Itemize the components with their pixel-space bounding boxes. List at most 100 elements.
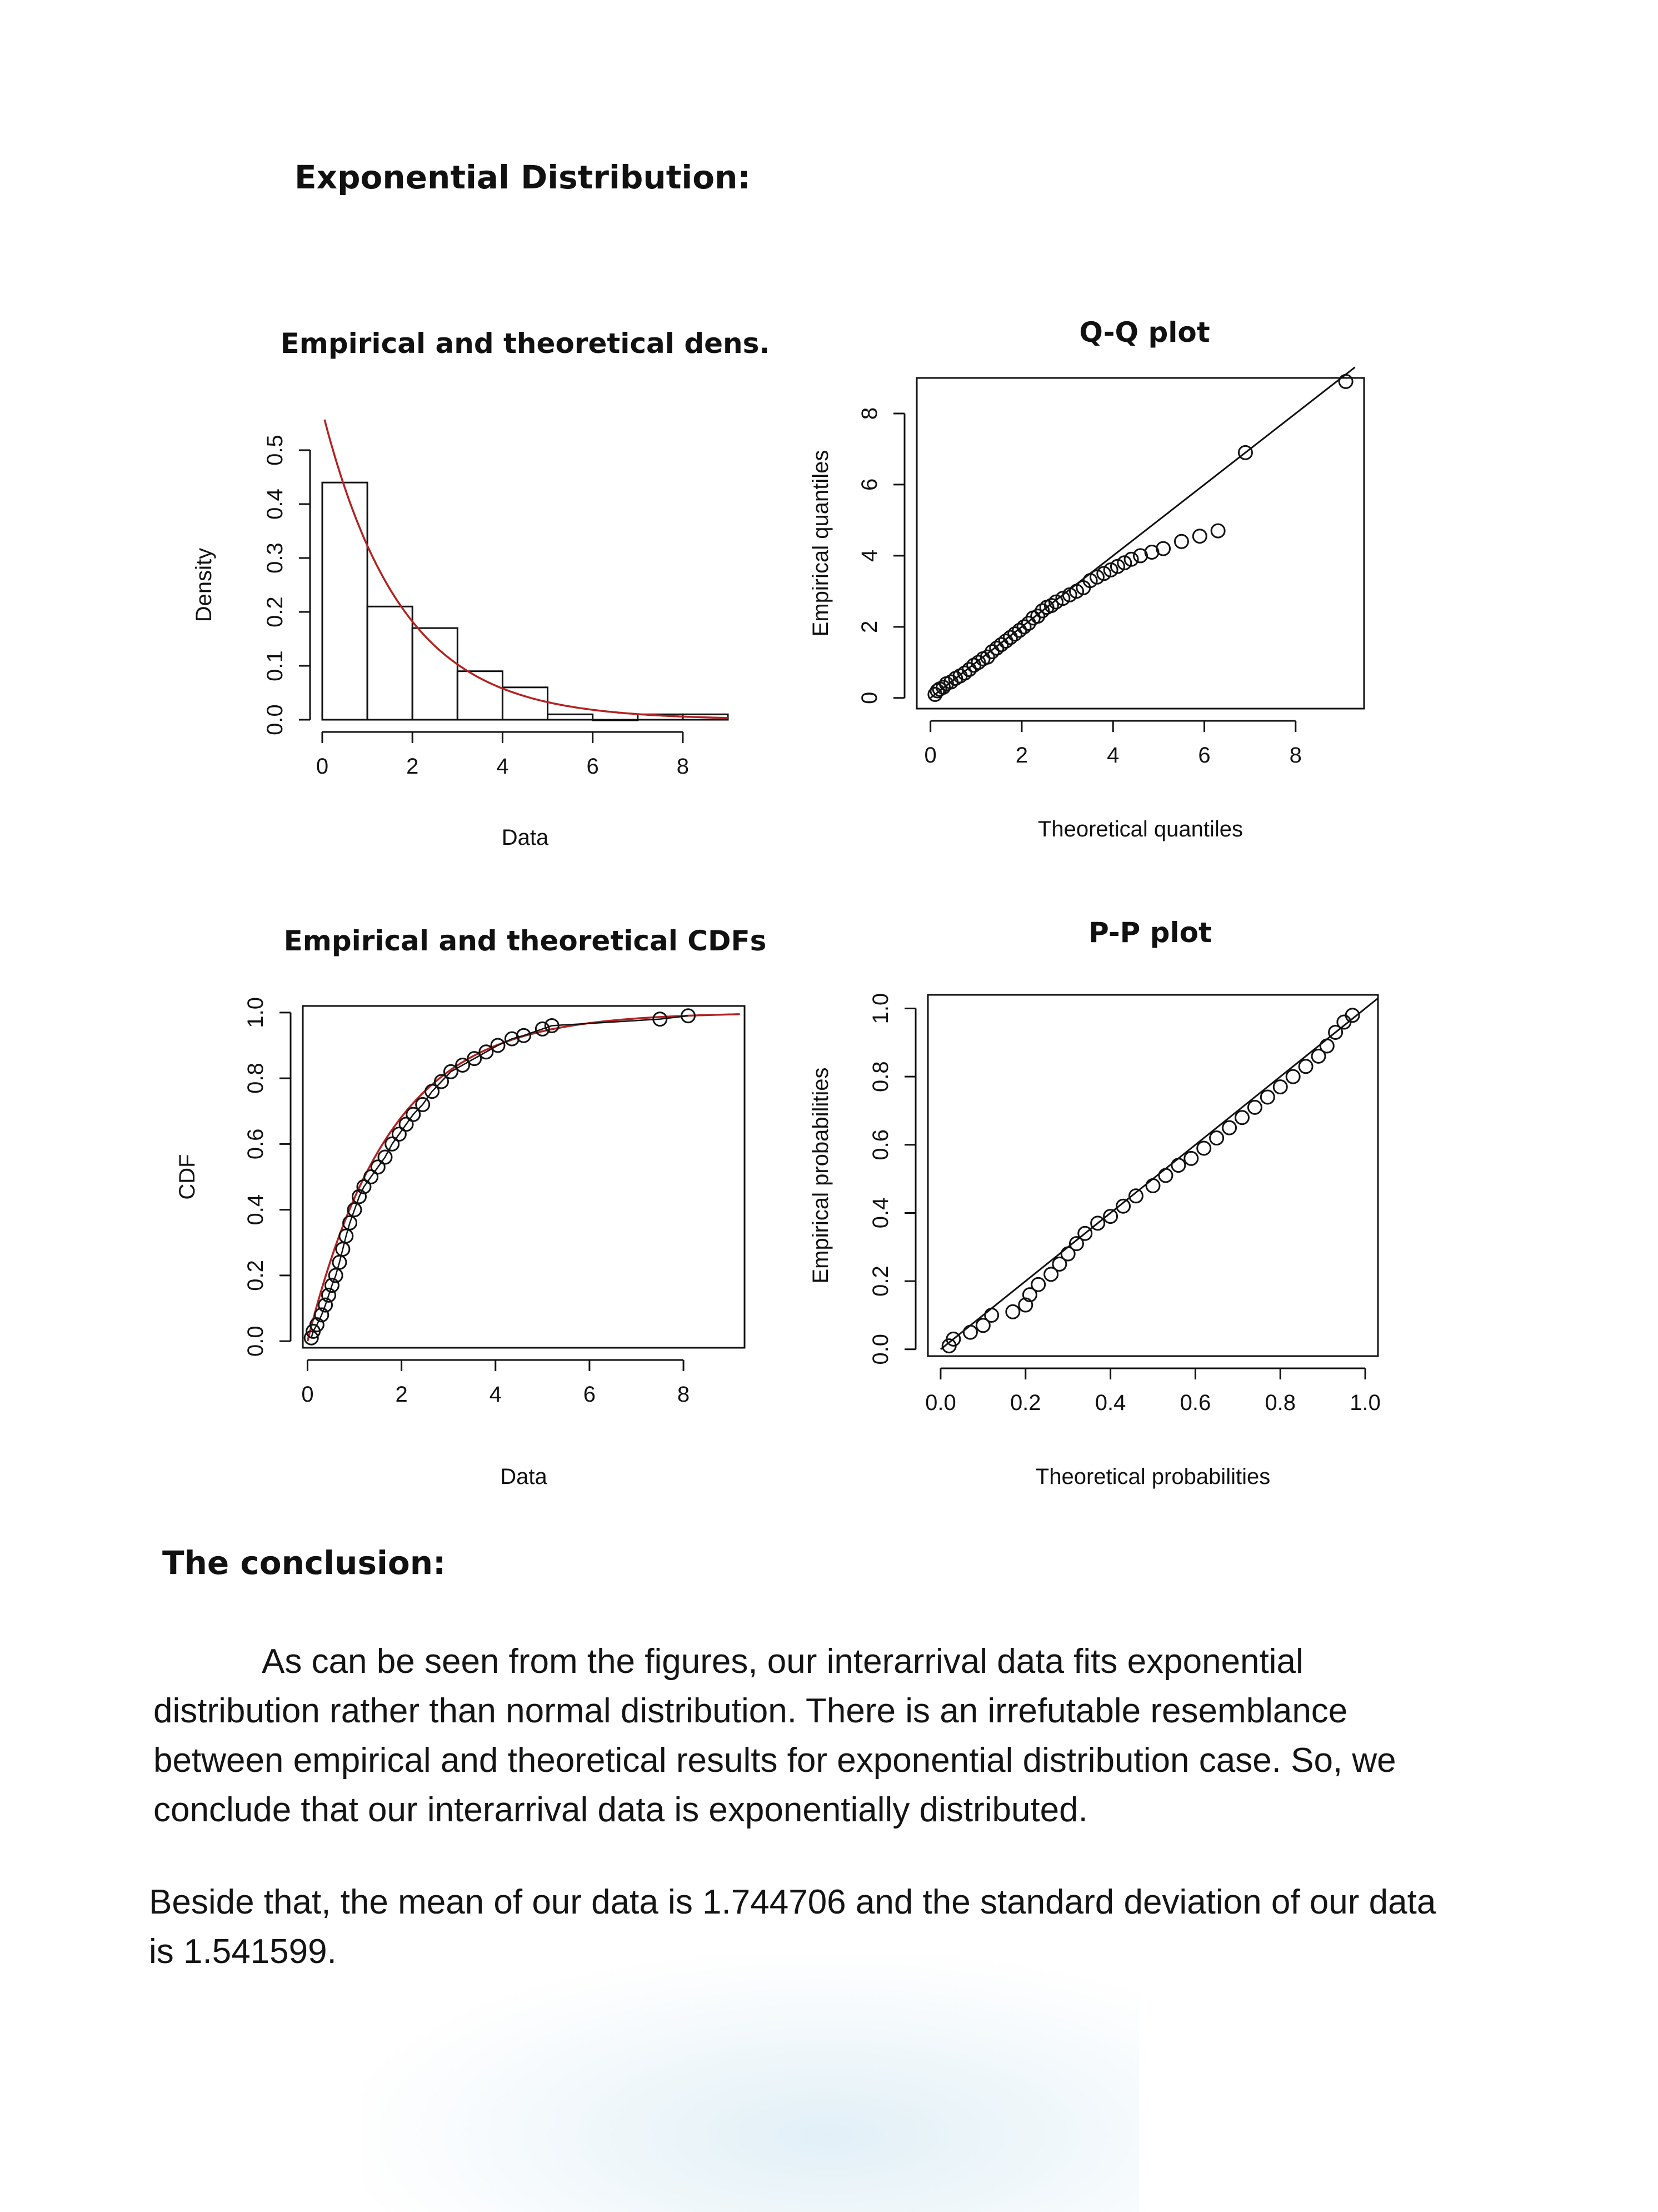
x-tick-label: 8 bbox=[1290, 743, 1302, 768]
cdf-point bbox=[398, 1117, 414, 1132]
qq-point bbox=[1103, 562, 1118, 577]
qq-point bbox=[1156, 541, 1171, 556]
pp-point bbox=[946, 1331, 961, 1347]
x-tick-label: 0.8 bbox=[1265, 1391, 1296, 1415]
y-axis-label: Empirical probabilities bbox=[808, 1067, 833, 1283]
y-tick-label: 0.3 bbox=[263, 542, 287, 574]
qq-point bbox=[1117, 555, 1132, 571]
cdf-curve bbox=[306, 1013, 740, 1342]
y-tick-label: 0 bbox=[857, 692, 882, 704]
qq-point bbox=[1110, 559, 1125, 574]
reference-line bbox=[930, 366, 1356, 699]
y-axis-label: Empirical quantiles bbox=[808, 450, 833, 637]
pp-point bbox=[962, 1324, 978, 1340]
chart-title: Empirical and theoretical CDFs bbox=[284, 925, 767, 957]
qq-point bbox=[1089, 569, 1105, 585]
pp-point bbox=[1052, 1256, 1067, 1272]
x-tick-label: 0.6 bbox=[1180, 1391, 1211, 1415]
paragraph-line: is 1.541599. bbox=[149, 1932, 337, 1971]
pp-point bbox=[1043, 1267, 1059, 1282]
qq-point bbox=[1016, 619, 1032, 635]
qq-point bbox=[993, 637, 1009, 652]
y-tick-label: 0.6 bbox=[243, 1129, 268, 1160]
y-tick-label: 0.2 bbox=[263, 596, 287, 627]
cdf-point bbox=[303, 1330, 319, 1346]
pp-point bbox=[1328, 1024, 1344, 1040]
cdf-point bbox=[342, 1215, 358, 1230]
pp-point bbox=[1183, 1150, 1199, 1166]
histogram-bar bbox=[321, 481, 368, 721]
qq-point bbox=[1048, 594, 1064, 610]
cdf-point bbox=[363, 1169, 379, 1184]
x-tick-label: 0.2 bbox=[1010, 1391, 1041, 1415]
y-axis-label: CDF bbox=[175, 1154, 199, 1199]
cdf-point bbox=[478, 1044, 494, 1060]
cdf-point bbox=[370, 1159, 386, 1175]
pp-point bbox=[1145, 1178, 1161, 1193]
cdf-point bbox=[391, 1127, 407, 1142]
x-tick-label: 6 bbox=[587, 754, 599, 779]
y-tick-label: 0.4 bbox=[263, 489, 287, 520]
cdf-point bbox=[377, 1149, 393, 1165]
x-tick-label: 2 bbox=[1016, 743, 1028, 768]
pp-point bbox=[1090, 1215, 1106, 1231]
density-histogram-chart: Empirical and theoretical dens. Data Densi… bbox=[192, 327, 770, 850]
cdf-point bbox=[384, 1136, 400, 1152]
y-tick-label: 1.0 bbox=[243, 997, 268, 1028]
x-axis-label: Data bbox=[502, 825, 549, 850]
y-tick-label: 2 bbox=[857, 621, 882, 633]
x-tick-label: 0 bbox=[316, 754, 328, 779]
y-tick-label: 1.0 bbox=[868, 993, 893, 1024]
y-tick-label: 0.6 bbox=[868, 1129, 893, 1160]
pp-point bbox=[1222, 1120, 1237, 1135]
y-tick-label: 0.4 bbox=[243, 1194, 268, 1225]
qq-point bbox=[980, 649, 995, 665]
cdf-point bbox=[490, 1038, 506, 1053]
qq-point bbox=[985, 644, 1000, 660]
histogram-bar bbox=[547, 713, 594, 721]
y-tick-label: 0.2 bbox=[243, 1260, 268, 1291]
cdf-point bbox=[544, 1018, 560, 1033]
cdf-point bbox=[356, 1179, 372, 1194]
qq-point bbox=[1069, 584, 1084, 599]
x-tick-label: 6 bbox=[583, 1382, 596, 1407]
paragraph-line: As can be seen from the figures, our int… bbox=[262, 1642, 1304, 1681]
qq-point bbox=[1055, 591, 1071, 606]
x-tick-label: 4 bbox=[490, 1382, 502, 1407]
pp-point bbox=[984, 1307, 1000, 1323]
pp-point bbox=[1234, 1110, 1250, 1125]
qq-point bbox=[1043, 597, 1059, 613]
statistics-paragraph: Beside that, the mean of our data is 1.7… bbox=[149, 1877, 1527, 1976]
scan-stain bbox=[361, 1956, 1139, 2212]
cdf-point bbox=[681, 1008, 696, 1024]
pp-point bbox=[1005, 1304, 1021, 1319]
y-tick-label: 8 bbox=[857, 407, 882, 420]
chart-title: P-P plot bbox=[1088, 916, 1212, 949]
cdf-point bbox=[455, 1057, 471, 1073]
x-tick-label: 4 bbox=[1107, 743, 1119, 768]
cdf-point bbox=[309, 1317, 324, 1333]
x-tick-label: 2 bbox=[406, 754, 418, 779]
cdf-point bbox=[443, 1064, 458, 1079]
y-tick-label: 0.8 bbox=[868, 1061, 893, 1092]
qq-point bbox=[1237, 445, 1253, 460]
cdf-point bbox=[467, 1051, 482, 1067]
x-tick-label: 1.0 bbox=[1350, 1391, 1381, 1415]
y-tick-label: 0.1 bbox=[263, 650, 287, 681]
y-tick-label: 0.5 bbox=[263, 435, 287, 466]
pp-point bbox=[1116, 1198, 1131, 1214]
conclusion-paragraph: As can be seen from the figures, our int… bbox=[153, 1637, 1526, 1835]
qq-point bbox=[1082, 573, 1098, 589]
qq-point bbox=[952, 668, 968, 684]
section-heading: Exponential Distribution: bbox=[294, 158, 751, 196]
pp-plot-chart: P-P plot Theoretical probabilities Empiric… bbox=[808, 916, 1381, 1489]
cdf-point bbox=[415, 1097, 431, 1112]
x-tick-label: 0.4 bbox=[1095, 1391, 1126, 1415]
x-tick-label: 0.0 bbox=[925, 1391, 956, 1415]
qq-point bbox=[1338, 373, 1354, 389]
qq-point bbox=[961, 662, 977, 677]
pp-point bbox=[1298, 1059, 1314, 1074]
x-tick-label: 6 bbox=[1198, 743, 1210, 768]
x-tick-label: 0 bbox=[925, 743, 937, 768]
pp-point bbox=[1285, 1069, 1301, 1084]
